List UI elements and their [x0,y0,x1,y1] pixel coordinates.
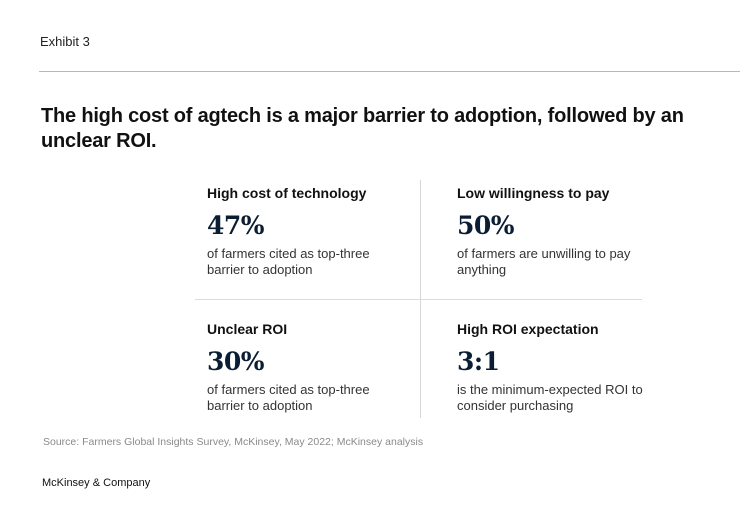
stat-cell-unclear-roi: Unclear ROI 30% of farmers cited as top-… [207,320,407,414]
stat-description: of farmers cited as top-three barrier to… [207,382,370,413]
stat-description: is the minimum-expected ROI to consider … [457,382,643,413]
stats-grid: High cost of technology 47% of farmers c… [195,180,643,418]
stat-heading: High ROI expectation [457,321,599,337]
top-divider [39,71,740,72]
brand-name: McKinsey & Company [42,477,151,489]
stat-cell-roi-expectation: High ROI expectation 3:1 is the minimum-… [457,320,657,414]
horizontal-divider [195,299,642,300]
exhibit-label: Exhibit 3 [40,34,90,49]
stat-value: 50% [457,211,515,240]
source-note: Source: Farmers Global Insights Survey, … [43,436,424,448]
stat-description: of farmers cited as top-three barrier to… [207,246,370,277]
stat-heading: Unclear ROI [207,321,288,337]
stat-value: 3:1 [457,347,500,376]
stat-heading: High cost of technology [207,185,367,201]
stat-value: 47% [207,211,265,240]
stat-cell-low-willingness: Low willingness to pay 50% of farmers ar… [457,184,657,278]
stat-value: 30% [207,347,265,376]
stat-cell-high-cost: High cost of technology 47% of farmers c… [207,184,407,278]
exhibit-title: The high cost of agtech is a major barri… [41,105,684,152]
stat-description: of farmers are unwilling to pay anything [457,246,631,277]
stat-heading: Low willingness to pay [457,185,610,201]
